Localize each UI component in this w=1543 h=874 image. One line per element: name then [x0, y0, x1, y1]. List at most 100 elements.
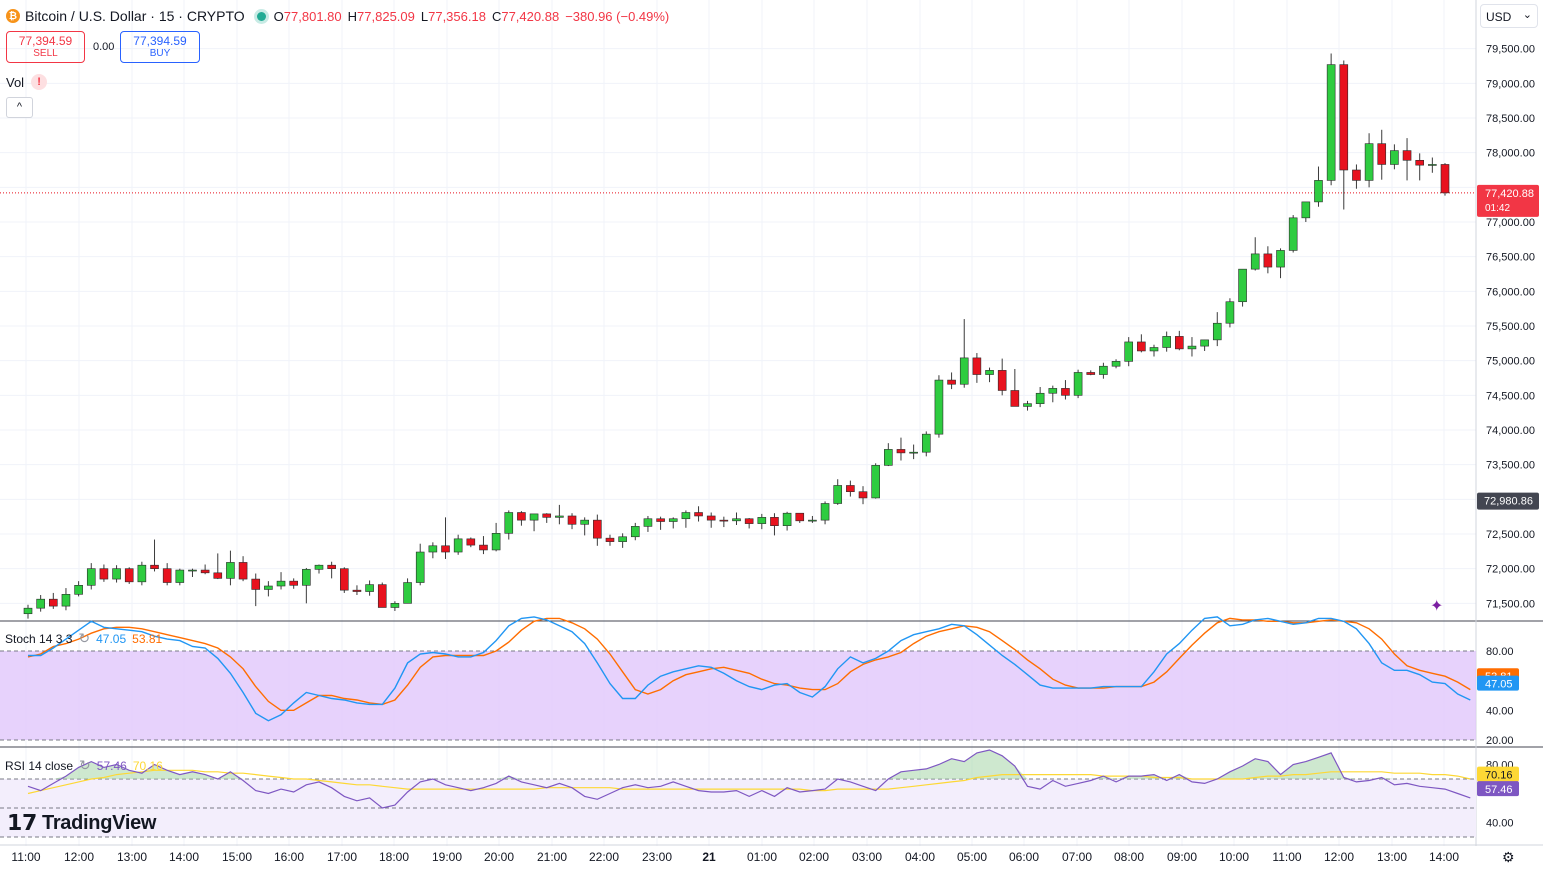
refresh-icon[interactable]: ↻ — [78, 630, 91, 646]
candle — [681, 510, 691, 528]
candle-body — [415, 551, 425, 583]
candle-body — [1276, 250, 1285, 268]
rsi-ma-tag — [1477, 766, 1519, 782]
ohlc-value: 77,356.18 — [428, 8, 486, 24]
candle — [630, 522, 640, 541]
candle — [1162, 331, 1171, 352]
candle — [213, 553, 223, 580]
candle-body — [630, 526, 640, 538]
stoch-k-tag-label: 47.05 — [1485, 679, 1513, 691]
candle-body — [390, 603, 400, 608]
price-tick-label: 74,000.00 — [1486, 425, 1535, 437]
candle-body — [1212, 322, 1222, 341]
candle-body — [1364, 143, 1374, 181]
time-tick-label: 10:00 — [1219, 850, 1249, 864]
candle — [327, 561, 336, 579]
candle — [555, 504, 564, 525]
candle-body — [175, 569, 185, 583]
candle-body — [884, 449, 893, 466]
candle-body — [1428, 164, 1437, 166]
candle-body — [808, 519, 817, 522]
stoch-tick-label: 80.00 — [1486, 646, 1514, 658]
candle-body — [985, 370, 994, 375]
candle-body — [732, 518, 741, 522]
rsi-value: 57.46 — [96, 758, 127, 773]
rsi-overbought-fill — [28, 750, 1471, 779]
candle — [1326, 53, 1336, 186]
candle — [188, 568, 197, 577]
time-tick-label: 12:00 — [1324, 850, 1354, 864]
time-tick-label: 02:00 — [799, 850, 829, 864]
collapse-legend-button[interactable]: ^ — [6, 97, 33, 118]
bitcoin-icon: ₿ — [6, 9, 20, 23]
candle — [1301, 201, 1311, 222]
sell-button[interactable]: 77,394.59 SELL — [6, 31, 85, 63]
candle — [757, 513, 767, 530]
price-tick-label: 75,500.00 — [1486, 321, 1535, 333]
rsi-legend[interactable]: RSI 14 close ↻ 57.46 70.16 — [5, 757, 163, 774]
tradingview-logo[interactable]: 𝟭𝟳 TradingView — [7, 810, 156, 836]
time-tick-label: 21 — [702, 850, 716, 864]
candle-body — [403, 582, 412, 604]
stoch-legend[interactable]: Stoch 14 3 3 ↻ 47.05 53.81 — [5, 630, 162, 647]
currency-select[interactable]: USD ⌄ — [1480, 4, 1538, 28]
candle-body — [681, 512, 691, 520]
candle-body — [770, 517, 779, 526]
stoch-d-line — [27, 617, 1471, 711]
volume-legend[interactable]: Vol ! — [6, 74, 48, 90]
sparkle-icon[interactable]: ✦ — [1430, 598, 1444, 615]
time-tick-label: 23:00 — [642, 850, 672, 864]
symbol-title[interactable]: Bitcoin / U.S. Dollar · 15 · CRYPTO — [25, 8, 245, 24]
candle-body — [428, 545, 438, 553]
candle — [352, 585, 362, 596]
symbol-header[interactable]: ₿ Bitcoin / U.S. Dollar · 15 · CRYPTO O7… — [6, 6, 675, 26]
candle-body — [871, 465, 880, 499]
candle — [1238, 268, 1247, 307]
candle-body — [1238, 268, 1247, 303]
candle-body — [858, 491, 868, 499]
buy-button[interactable]: 77,394.59 BUY — [120, 31, 200, 63]
candle-body — [491, 533, 501, 551]
candle — [491, 522, 501, 552]
rsi-label: RSI 14 close — [5, 758, 74, 773]
candle — [618, 533, 627, 548]
candle-body — [972, 357, 982, 375]
settings-icon[interactable]: ⚙ — [1502, 849, 1515, 865]
candle — [453, 534, 463, 555]
candle — [1377, 129, 1387, 180]
candle-body — [327, 564, 336, 569]
candle-body — [1402, 150, 1412, 161]
price-axis: 79,500.00 79,000.00 78,500.00 78,000.00 77,0… — [1486, 44, 1535, 611]
candle-body — [264, 585, 273, 590]
warning-icon[interactable]: ! — [31, 74, 48, 90]
candle — [1276, 248, 1285, 279]
candle — [1124, 337, 1134, 367]
stoch-label: Stoch 14 3 3 — [5, 631, 73, 646]
ohlc-value: 77,801.80 — [283, 8, 342, 24]
candle-body — [1314, 180, 1323, 203]
candle — [808, 515, 817, 523]
candle-body — [947, 379, 956, 385]
candle-body — [1390, 150, 1399, 165]
refresh-icon[interactable]: ↻ — [79, 757, 91, 773]
market-status-icon[interactable] — [256, 11, 266, 21]
candle-body — [137, 564, 147, 583]
candle — [1010, 368, 1020, 407]
candle-body — [1162, 336, 1171, 348]
candle-body — [150, 564, 159, 569]
candle-body — [820, 503, 830, 521]
ohlc-values: O77,801.80 H77,825.09 L77,356.18 C77,420.88… — [274, 9, 676, 24]
candle — [795, 512, 805, 523]
candle — [846, 480, 855, 497]
candle-body — [706, 515, 716, 521]
marker-price-tag — [1477, 492, 1539, 510]
candle-body — [1352, 169, 1361, 181]
candle-body — [1023, 403, 1032, 407]
candle — [770, 513, 779, 536]
candle-body — [605, 537, 615, 542]
candle — [997, 358, 1007, 396]
candle — [302, 567, 311, 604]
candle-body — [74, 585, 83, 595]
